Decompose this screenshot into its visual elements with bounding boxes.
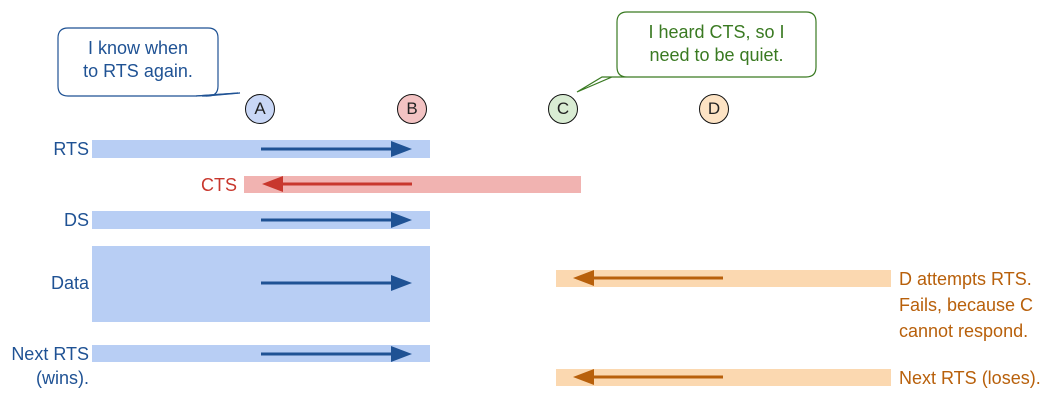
next-rts-label-line1: Next RTS [11, 344, 89, 364]
d-attempt-arrow [573, 270, 723, 286]
node-c: C [548, 94, 578, 124]
data-arrow [261, 275, 412, 291]
ds-label: DS [63, 210, 89, 230]
cts-band [244, 176, 581, 193]
d-attempt-band [556, 270, 891, 287]
next-rts-loses-note: Next RTS (loses). [899, 368, 1041, 388]
next-rts-arrow [261, 346, 412, 362]
data-label: Data [50, 273, 89, 293]
cts-label: CTS [201, 175, 237, 195]
ds-arrow [261, 212, 412, 228]
next-rts-loses-band [556, 369, 891, 386]
node-a: A [245, 94, 275, 124]
d-attempt-note-line3: cannot respond. [899, 321, 1029, 341]
bubble-right-line2: need to be quiet. [649, 45, 784, 65]
bubble-right-text: I heard CTS, so I need to be quiet. [621, 21, 812, 67]
bubble-right-line1: I heard CTS, so I [648, 22, 785, 42]
d-attempt-note-line2: Fails, because C [899, 295, 1034, 315]
next-rts-loses-arrow [573, 369, 723, 385]
d-attempt-note-line1: D attempts RTS. [899, 269, 1032, 289]
cts-arrow [262, 176, 412, 192]
rts-label: RTS [53, 139, 89, 159]
node-b: B [397, 94, 427, 124]
bubble-right-shape [576, 11, 817, 93]
bubble-left-line1: I know when [87, 38, 189, 58]
rts-arrow [261, 141, 412, 157]
bubble-left-tail [195, 92, 241, 97]
next-rts-label-line2: (wins). [36, 368, 89, 388]
node-d: D [699, 94, 729, 124]
bubble-left-text: I know when to RTS again. [62, 37, 214, 83]
bubble-left-line2: to RTS again. [83, 61, 193, 81]
